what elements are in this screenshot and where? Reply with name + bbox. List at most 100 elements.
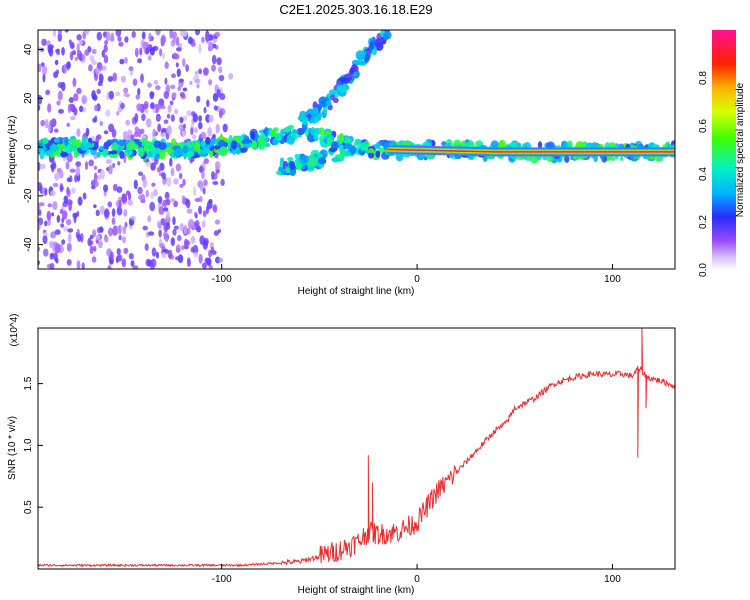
noise-speckle <box>194 197 201 203</box>
noise-speckle <box>73 107 78 116</box>
noise-speckle <box>201 36 205 44</box>
noise-speckle <box>94 104 98 112</box>
spectral-blob <box>182 145 189 154</box>
spectral-blob <box>274 132 283 142</box>
spectral-blob <box>339 132 345 143</box>
noise-speckle <box>167 104 172 114</box>
noise-speckle <box>215 123 220 134</box>
noise-speckle <box>163 222 169 233</box>
noise-speckle <box>132 265 139 269</box>
snr-x-ticks: -100 0 100 <box>212 564 621 585</box>
noise-speckle <box>41 66 48 75</box>
spectral-blob <box>375 150 381 158</box>
noise-speckle <box>119 58 125 65</box>
noise-speckle <box>121 193 128 203</box>
noise-speckle <box>93 172 98 183</box>
noise-speckle <box>91 185 96 190</box>
noise-speckle <box>203 179 208 187</box>
noise-speckle <box>89 245 94 255</box>
noise-speckle <box>54 172 60 181</box>
noise-speckle <box>178 78 184 83</box>
noise-speckle <box>56 100 61 106</box>
noise-speckle <box>54 128 59 133</box>
noise-speckle <box>163 91 170 99</box>
noise-speckle <box>38 94 43 105</box>
noise-speckle <box>99 205 105 215</box>
noise-speckle <box>212 93 219 102</box>
spectral-blob <box>336 84 346 93</box>
noise-speckle <box>218 109 223 119</box>
noise-speckle <box>156 167 162 173</box>
noise-speckle <box>91 90 96 100</box>
noise-speckle <box>84 30 90 35</box>
noise-speckle <box>183 123 186 129</box>
noise-speckle <box>123 209 128 217</box>
noise-speckle <box>42 73 46 83</box>
noise-speckle <box>118 234 122 241</box>
spectral-blob <box>402 140 412 146</box>
noise-speckle <box>43 248 49 257</box>
noise-speckle <box>164 191 170 200</box>
noise-speckle <box>216 168 220 174</box>
noise-speckle <box>69 168 76 173</box>
spectral-blob <box>299 158 305 164</box>
noise-speckle <box>159 48 163 57</box>
noise-speckle <box>112 72 117 82</box>
spectral-blob <box>264 126 269 137</box>
noise-speckle <box>222 123 228 133</box>
noise-speckle <box>161 127 167 134</box>
noise-speckle <box>212 204 218 213</box>
noise-speckle <box>173 178 179 185</box>
noise-speckle <box>213 105 218 111</box>
noise-speckle <box>164 77 168 85</box>
noise-speckle <box>182 58 186 68</box>
noise-speckle <box>205 205 210 215</box>
noise-speckle <box>51 212 55 217</box>
noise-speckle <box>210 246 215 254</box>
noise-speckle <box>49 262 55 269</box>
spec-y-tick-label: -20 <box>23 188 34 203</box>
noise-speckle <box>147 215 152 223</box>
noise-speckle <box>50 231 56 239</box>
noise-speckle <box>111 208 116 218</box>
noise-speckle <box>121 258 127 268</box>
noise-speckle <box>169 100 174 106</box>
snr-y-tick-label: 1.5 <box>23 376 34 390</box>
snr-x-tick-label: 100 <box>604 574 621 585</box>
noise-speckle <box>216 88 221 98</box>
noise-speckle <box>202 187 206 195</box>
noise-speckle <box>164 61 169 69</box>
noise-speckle <box>107 77 114 82</box>
spectral-blob <box>243 138 251 145</box>
noise-speckle <box>190 42 196 47</box>
noise-speckle <box>177 86 182 91</box>
noise-speckle <box>173 200 179 208</box>
noise-speckle <box>107 265 112 269</box>
noise-speckle <box>160 34 166 45</box>
spectral-blob <box>319 139 324 144</box>
spectral-blob <box>383 142 390 151</box>
noise-speckle <box>169 157 173 167</box>
noise-speckle <box>78 40 83 46</box>
noise-speckle <box>137 186 143 195</box>
spectral-blob <box>250 131 255 140</box>
spectral-blob <box>619 156 624 161</box>
noise-speckle <box>192 244 199 255</box>
noise-speckle <box>82 106 87 113</box>
spectral-blob <box>608 142 617 149</box>
noise-speckle <box>182 87 188 92</box>
noise-speckle <box>116 186 123 194</box>
noise-speckle <box>91 256 97 263</box>
spectrogram-frame <box>37 29 676 270</box>
spectral-blob <box>291 129 299 134</box>
colorbar-tick-label: 0.8 <box>698 71 709 85</box>
noise-speckle <box>76 43 80 53</box>
noise-speckle <box>176 47 182 52</box>
noise-speckle <box>125 190 131 196</box>
noise-speckle <box>40 62 45 67</box>
noise-speckle <box>67 228 74 233</box>
noise-speckle <box>44 220 48 227</box>
noise-speckle <box>135 94 140 100</box>
noise-speckle <box>153 189 158 197</box>
noise-speckle <box>76 260 81 269</box>
